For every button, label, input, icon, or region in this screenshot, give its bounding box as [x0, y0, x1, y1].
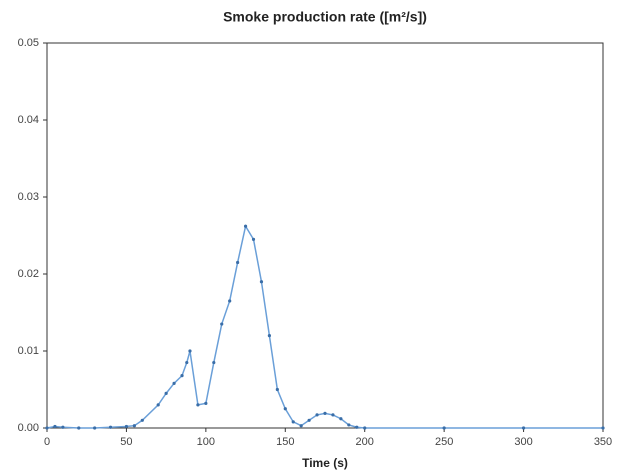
data-point [323, 411, 327, 415]
data-point [196, 403, 200, 407]
data-point [243, 224, 248, 228]
data-point [220, 322, 224, 326]
data-point [185, 360, 189, 365]
data-point [172, 381, 176, 385]
data-point [140, 418, 144, 422]
y-tick-label: 0.05 [18, 37, 39, 49]
data-point [251, 237, 256, 241]
data-point [339, 417, 343, 421]
x-axis-label: Time (s) [302, 456, 348, 470]
data-point [307, 418, 311, 422]
data-point [331, 413, 335, 417]
data-point [299, 424, 303, 428]
data-point [45, 426, 49, 430]
data-point [442, 426, 446, 430]
x-tick-label: 0 [44, 436, 50, 448]
data-point [283, 407, 287, 411]
data-point [61, 425, 65, 429]
data-point [347, 423, 351, 427]
data-line [46, 224, 603, 429]
x-tick-label: 200 [356, 436, 374, 448]
data-point [275, 387, 279, 392]
x-tick-label: 250 [435, 436, 453, 448]
data-point [521, 426, 526, 430]
data-point [204, 401, 208, 405]
x-tick-label: 50 [120, 436, 132, 448]
x-tick-label: 300 [514, 436, 532, 448]
data-point [108, 425, 113, 429]
x-tick-label: 150 [276, 436, 294, 448]
data-point [164, 391, 168, 395]
data-point [124, 424, 129, 429]
x-tick-label: 100 [197, 436, 215, 448]
data-point [93, 426, 97, 430]
data-point [180, 374, 184, 378]
data-point [267, 334, 271, 338]
data-point [77, 426, 81, 430]
data-point [132, 424, 136, 428]
data-point [363, 426, 367, 430]
data-point [355, 425, 359, 429]
data-point [315, 413, 319, 417]
data-point [188, 349, 192, 353]
x-tick-label: 350 [594, 436, 612, 448]
data-point [259, 280, 264, 284]
plot-frame [46, 42, 604, 429]
y-tick-label: 0.00 [18, 422, 39, 434]
y-tick-label: 0.01 [18, 345, 39, 357]
data-point [291, 420, 295, 424]
data-point [53, 424, 57, 429]
data-point [236, 260, 240, 265]
data-point [156, 403, 160, 407]
chart-title: Smoke production rate ([m²/s]) [223, 9, 427, 25]
y-tick-label: 0.04 [18, 114, 39, 126]
data-point [212, 360, 216, 365]
data-point [601, 426, 605, 430]
y-tick-label: 0.02 [18, 268, 39, 280]
data-point [228, 299, 232, 303]
y-tick-label: 0.03 [18, 191, 39, 203]
